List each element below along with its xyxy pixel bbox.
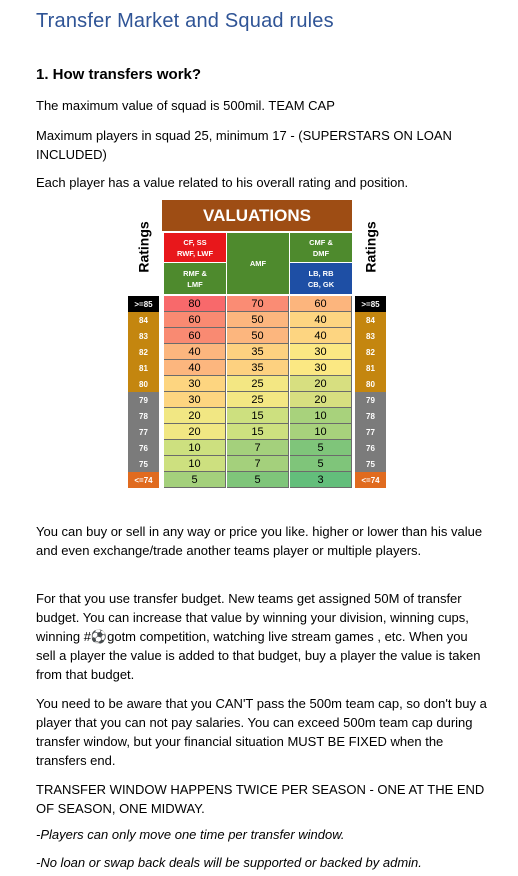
- value-amf: 70: [227, 296, 289, 312]
- value-forward: 80: [164, 296, 226, 312]
- value-defensive: 5: [290, 456, 352, 472]
- document-title: Transfer Market and Squad rules: [36, 10, 334, 32]
- value-defensive: 10: [290, 424, 352, 440]
- row-label-left: 82: [128, 344, 159, 360]
- header-defenders: LB, RB CB, GK: [290, 263, 352, 294]
- row-label-left: 80: [128, 376, 159, 392]
- paragraph-value-intro: Each player has a value related to his o…: [36, 175, 409, 190]
- value-forward: 40: [164, 344, 226, 360]
- section-heading: 1. How transfers work?: [36, 66, 202, 83]
- valuations-title: VALUATIONS: [162, 200, 352, 231]
- value-defensive: 20: [290, 392, 352, 408]
- value-defensive: 40: [290, 328, 352, 344]
- row-label-right: 82: [355, 344, 386, 360]
- row-label-left: 76: [128, 440, 159, 456]
- row-label-right: 84: [355, 312, 386, 328]
- value-defensive: 40: [290, 312, 352, 328]
- row-label-left: 81: [128, 360, 159, 376]
- row-label-right: >=85: [355, 296, 386, 312]
- value-amf: 50: [227, 328, 289, 344]
- row-label-left: 84: [128, 312, 159, 328]
- value-amf: 25: [227, 376, 289, 392]
- value-forward: 30: [164, 376, 226, 392]
- value-forward: 10: [164, 456, 226, 472]
- row-label-right: <=74: [355, 472, 386, 488]
- value-forward: 5: [164, 472, 226, 488]
- row-label-right: 83: [355, 328, 386, 344]
- header-forwards: CF, SS RWF, LWF: [164, 233, 226, 262]
- value-defensive: 5: [290, 440, 352, 456]
- value-forward: 30: [164, 392, 226, 408]
- value-amf: 7: [227, 456, 289, 472]
- row-label-left: >=85: [128, 296, 159, 312]
- value-amf: 35: [227, 344, 289, 360]
- value-forward: 20: [164, 424, 226, 440]
- value-amf: 15: [227, 424, 289, 440]
- value-forward: 60: [164, 328, 226, 344]
- row-label-right: 81: [355, 360, 386, 376]
- value-amf: 7: [227, 440, 289, 456]
- value-defensive: 3: [290, 472, 352, 488]
- row-label-right: 75: [355, 456, 386, 472]
- value-forward: 40: [164, 360, 226, 376]
- value-amf: 35: [227, 360, 289, 376]
- header-amf: AMF: [227, 233, 289, 294]
- row-label-right: 79: [355, 392, 386, 408]
- paragraph-team-cap-warning: You need to be aware that you CAN'T pass…: [36, 696, 487, 768]
- paragraph-squad-size: Maximum players in squad 25, minimum 17 …: [36, 128, 452, 162]
- row-label-left: 79: [128, 392, 159, 408]
- row-label-right: 76: [355, 440, 386, 456]
- row-label-left: <=74: [128, 472, 159, 488]
- value-forward: 60: [164, 312, 226, 328]
- row-label-right: 78: [355, 408, 386, 424]
- paragraph-transfer-budget: For that you use transfer budget. New te…: [36, 591, 481, 682]
- ratings-label-left: Ratings: [135, 221, 152, 273]
- value-amf: 5: [227, 472, 289, 488]
- value-defensive: 20: [290, 376, 352, 392]
- paragraph-team-cap: The maximum value of squad is 500mil. TE…: [36, 98, 335, 113]
- value-amf: 15: [227, 408, 289, 424]
- paragraph-transfer-window: TRANSFER WINDOW HAPPENS TWICE PER SEASON…: [36, 782, 485, 816]
- row-label-left: 83: [128, 328, 159, 344]
- row-label-left: 77: [128, 424, 159, 440]
- paragraph-no-loan-rule: -No loan or swap back deals will be supp…: [36, 855, 422, 870]
- paragraph-one-move-rule: -Players can only move one time per tran…: [36, 827, 345, 842]
- row-label-right: 80: [355, 376, 386, 392]
- value-amf: 50: [227, 312, 289, 328]
- value-defensive: 10: [290, 408, 352, 424]
- value-defensive: 30: [290, 360, 352, 376]
- paragraph-buy-sell: You can buy or sell in any way or price …: [36, 524, 483, 558]
- value-amf: 25: [227, 392, 289, 408]
- value-forward: 20: [164, 408, 226, 424]
- header-central-mids: CMF & DMF: [290, 233, 352, 262]
- row-label-right: 77: [355, 424, 386, 440]
- valuations-table: Ratings Ratings VALUATIONS CF, SS RWF, L…: [126, 200, 388, 492]
- header-wide-mids: RMF & LMF: [164, 263, 226, 294]
- row-label-left: 78: [128, 408, 159, 424]
- value-defensive: 30: [290, 344, 352, 360]
- row-label-left: 75: [128, 456, 159, 472]
- value-defensive: 60: [290, 296, 352, 312]
- ratings-label-right: Ratings: [362, 221, 379, 273]
- value-forward: 10: [164, 440, 226, 456]
